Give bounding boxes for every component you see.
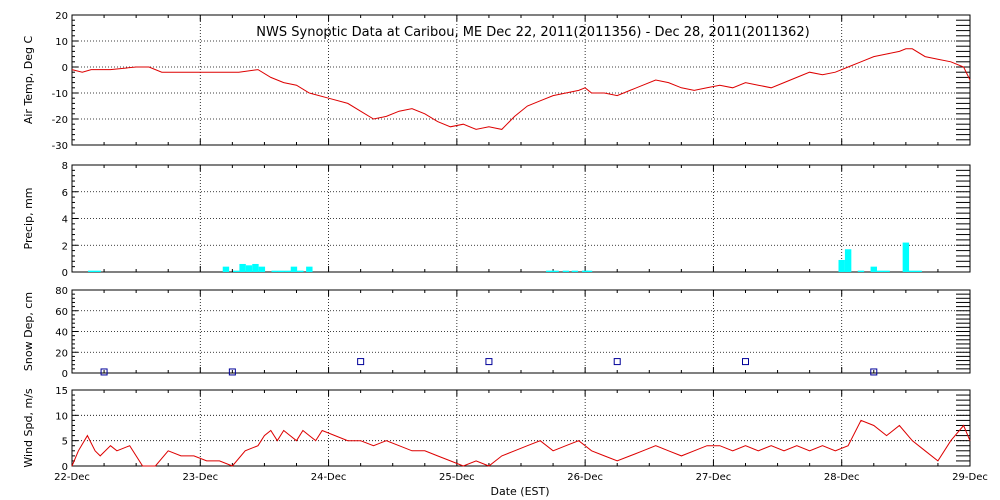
x-tick-label: 25-Dec (439, 472, 475, 483)
y-tick-label: 0 (62, 369, 68, 380)
x-tick-label: 22-Dec (54, 472, 90, 483)
precip-bar (883, 270, 890, 272)
air-temp-line (71, 48, 971, 130)
y-tick-label: -30 (52, 141, 68, 152)
panel-frame (71, 164, 971, 273)
precip-bar (271, 270, 278, 272)
chart-title: NWS Synoptic Data at Caribou, ME Dec 22,… (256, 25, 809, 40)
y-axis-label: Air Temp, Deg C (22, 36, 35, 125)
x-axis-label: Date (EST) (490, 485, 549, 498)
panel-1: -30 -20 -10 0 10 20 Air Temp, Deg C (22, 11, 971, 152)
x-tick-label: 26-Dec (567, 472, 603, 483)
y-tick-label: 15 (55, 386, 68, 397)
y-tick-label: 10 (55, 37, 68, 48)
y-tick-label: 5 (62, 437, 68, 448)
precip-bar (552, 270, 559, 272)
panel-3: 0 20 40 60 80 Snow Dep, cm (22, 286, 971, 380)
precip-bar (297, 270, 304, 272)
y-tick-label: 80 (55, 286, 68, 297)
precip-bar (581, 270, 589, 272)
snow-depth-point (870, 368, 878, 376)
panel-4: 0 5 10 15 Wind Spd, m/s (22, 386, 971, 473)
x-tick-label: 27-Dec (696, 472, 732, 483)
y-tick-label: 60 (55, 307, 68, 318)
y-tick-label: 0 (62, 462, 68, 473)
snow-depth-point (613, 358, 621, 366)
y-tick-label: 6 (62, 188, 68, 199)
x-tick-label: 29-Dec (952, 472, 988, 483)
precip-bar (915, 270, 922, 272)
y-axis-label: Snow Dep, cm (22, 292, 35, 371)
precip-bar (94, 270, 101, 272)
precip-bar (222, 266, 230, 272)
y-axis-label: Precip, mm (22, 188, 35, 250)
panel-2: 0 2 4 6 8 Precip, mm (22, 161, 971, 279)
precip-bar (239, 263, 246, 272)
chart-panels: -30 -20 -10 0 10 20 Air Temp, Deg C 0 2 4 6 8 Precip… (22, 11, 988, 483)
precip-bar (571, 270, 579, 272)
panel-frame (71, 289, 971, 374)
y-tick-label: 40 (55, 328, 68, 339)
wind-speed-line (71, 419, 971, 467)
y-tick-label: 20 (55, 348, 68, 359)
y-tick-label: -10 (52, 89, 68, 100)
y-tick-label: 0 (62, 268, 68, 279)
y-tick-label: 20 (55, 11, 68, 22)
snow-depth-point (357, 358, 365, 366)
precip-bar (546, 270, 553, 272)
precip-bar (857, 270, 865, 272)
snow-depth-point (228, 368, 236, 376)
precip-bar (258, 266, 266, 272)
x-tick-label: 23-Dec (182, 472, 218, 483)
snow-depth-point (742, 358, 749, 366)
precip-bar (585, 270, 593, 272)
precip-bar (252, 263, 259, 272)
precip-bar (277, 270, 285, 272)
panel-frame (71, 389, 971, 467)
y-tick-label: 0 (62, 63, 68, 74)
y-tick-label: 2 (62, 241, 68, 252)
precip-bar (870, 266, 877, 272)
precip-bar (245, 265, 253, 272)
precip-bar (306, 266, 313, 272)
precip-bar (562, 270, 570, 272)
precip-bar (290, 266, 298, 272)
y-tick-label: 8 (62, 161, 68, 172)
x-tick-label: 24-Dec (311, 472, 347, 483)
y-tick-label: 4 (62, 215, 68, 226)
x-tick-label: 28-Dec (824, 472, 860, 483)
y-tick-label: -20 (52, 115, 68, 126)
y-axis-label: Wind Spd, m/s (22, 388, 35, 468)
precip-bar (844, 249, 852, 272)
snow-depth-point (485, 358, 493, 366)
snow-depth-point (100, 368, 108, 376)
precip-bar (909, 270, 916, 272)
precip-bar (876, 270, 884, 272)
precip-bar (88, 270, 95, 272)
y-tick-label: 10 (55, 411, 68, 422)
precip-bar (232, 270, 240, 272)
precip-bar (838, 259, 845, 272)
precip-bar (284, 270, 291, 272)
precip-bar (902, 242, 910, 272)
